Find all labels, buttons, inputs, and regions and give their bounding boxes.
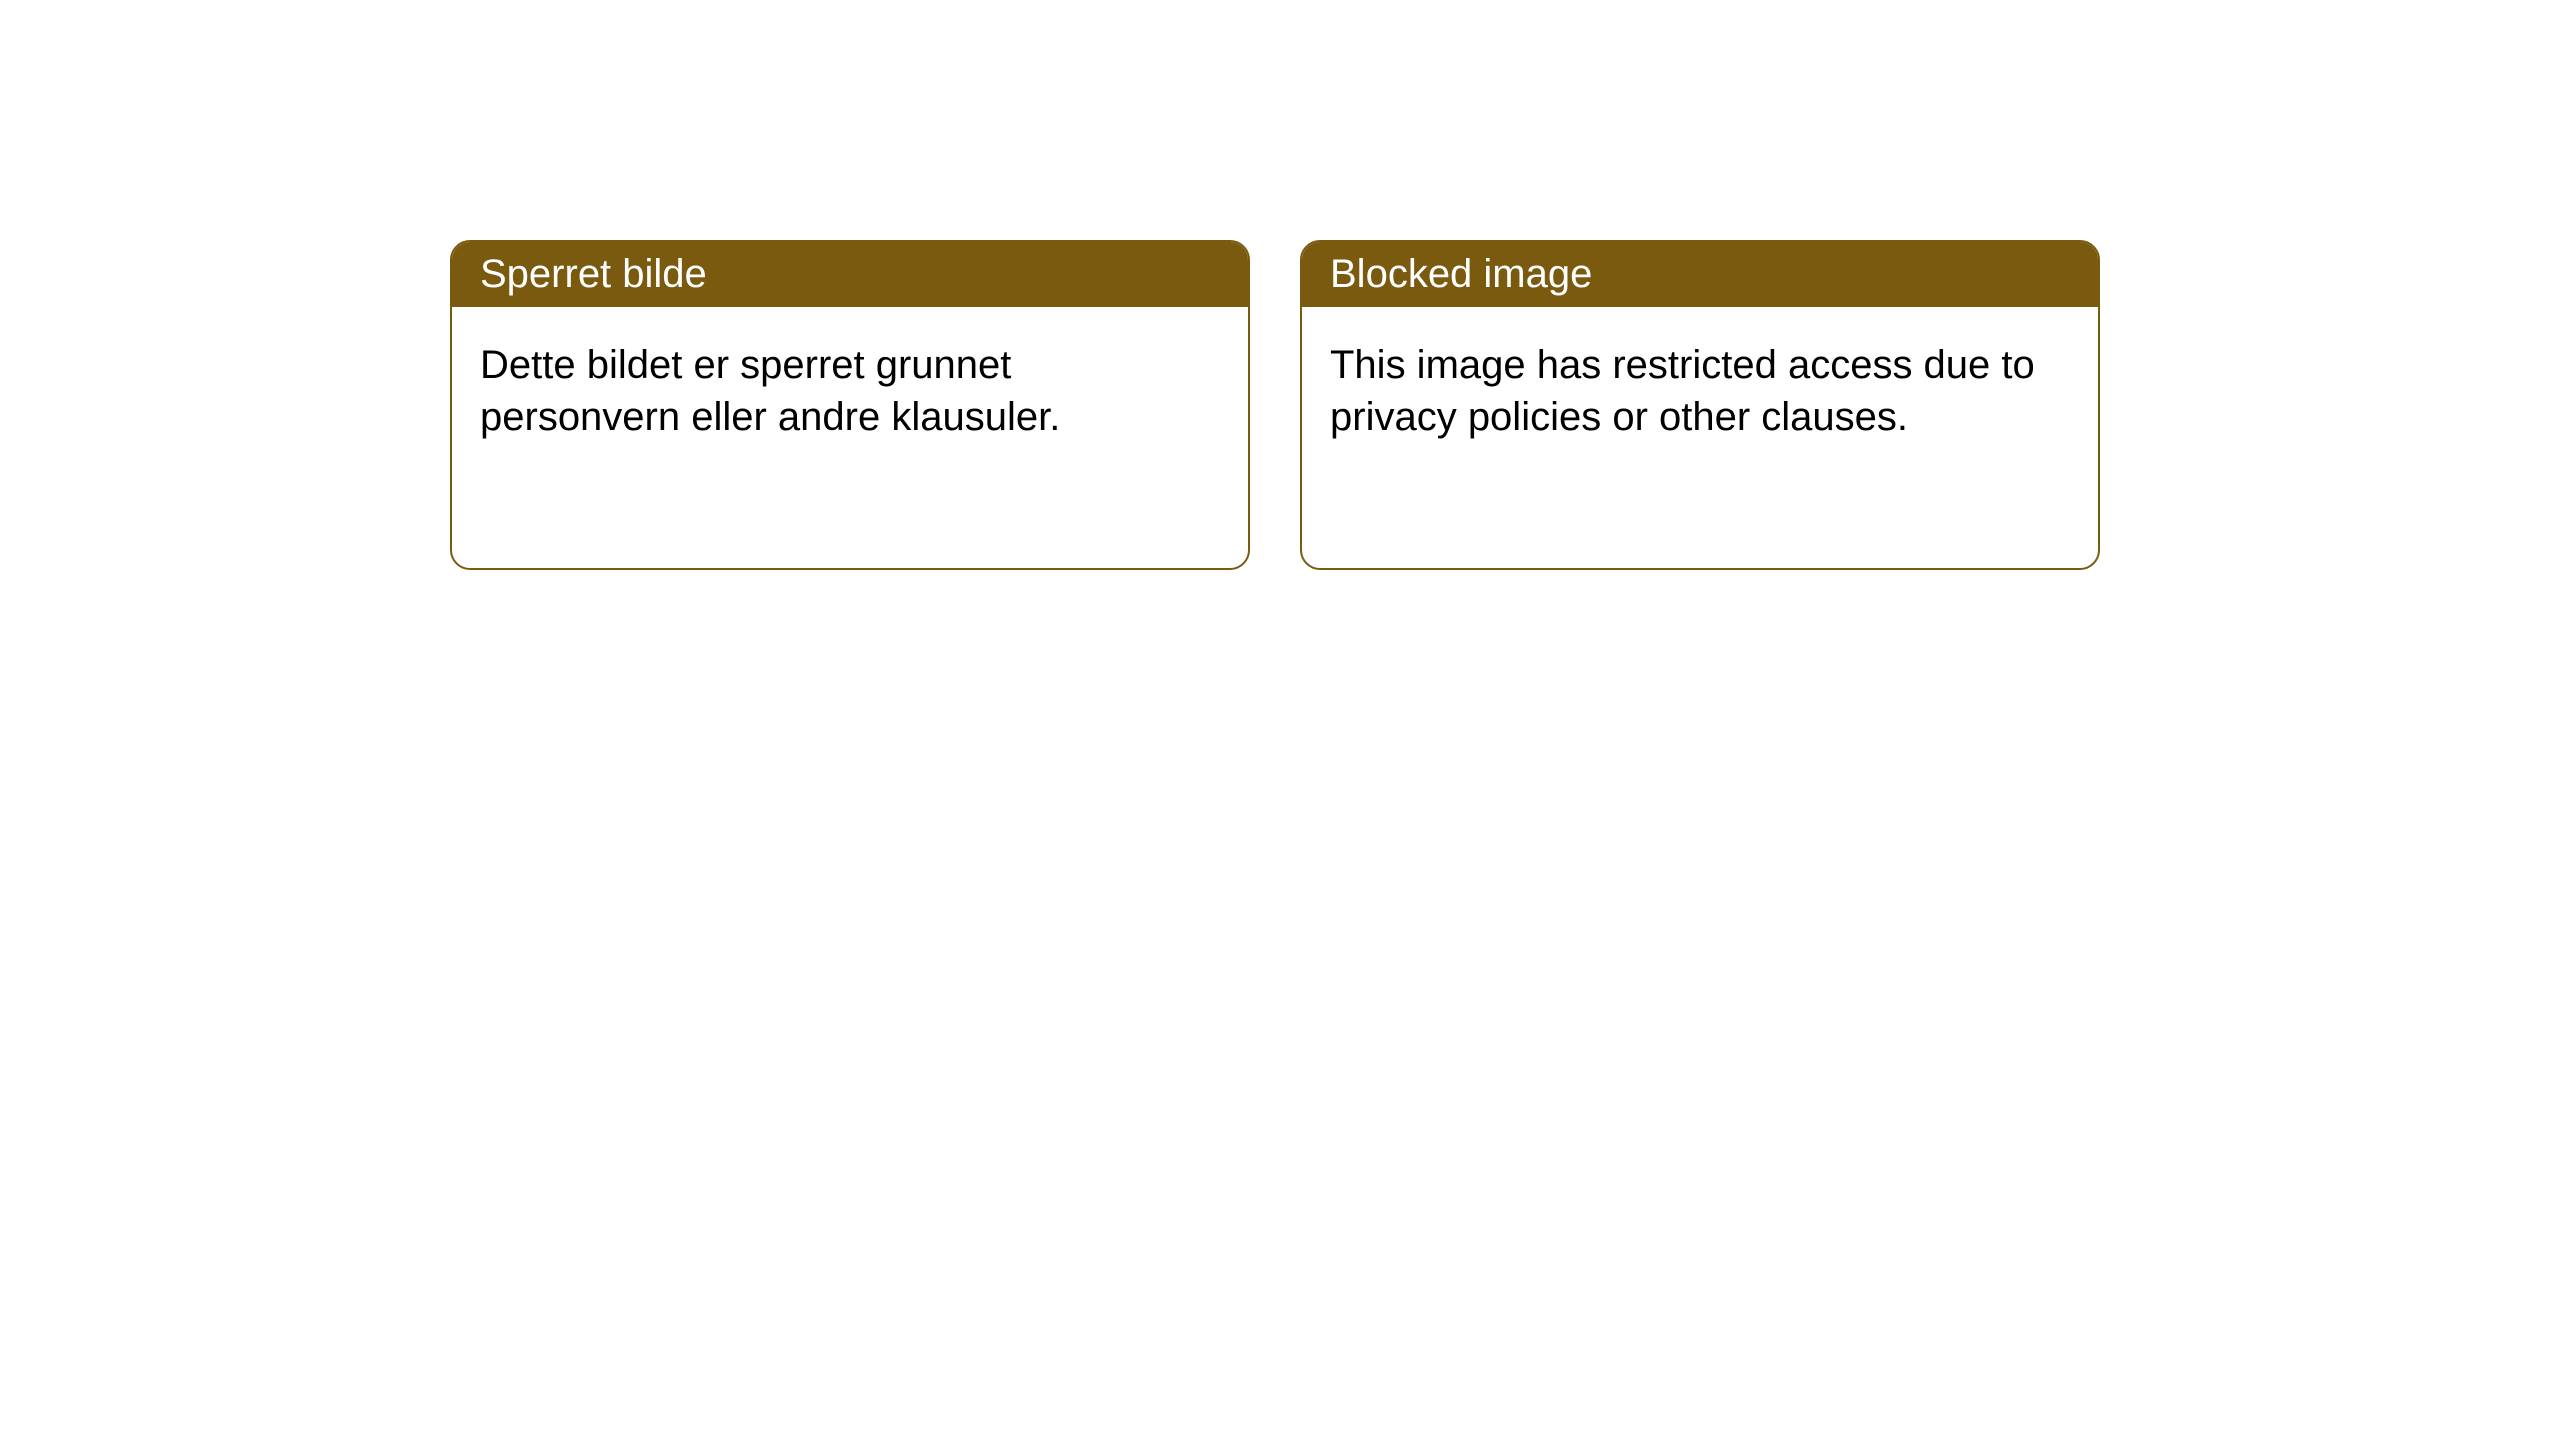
- notice-title: Blocked image: [1330, 252, 1592, 296]
- notice-card-english: Blocked image This image has restricted …: [1300, 240, 2100, 570]
- notice-title: Sperret bilde: [480, 252, 707, 296]
- notice-header: Blocked image: [1302, 242, 2098, 307]
- notice-body: This image has restricted access due to …: [1302, 307, 2098, 475]
- notice-body-text: This image has restricted access due to …: [1330, 343, 2035, 439]
- notice-body: Dette bildet er sperret grunnet personve…: [452, 307, 1248, 475]
- notice-card-norwegian: Sperret bilde Dette bildet er sperret gr…: [450, 240, 1250, 570]
- notices-container: Sperret bilde Dette bildet er sperret gr…: [0, 0, 2560, 570]
- notice-header: Sperret bilde: [452, 242, 1248, 307]
- notice-body-text: Dette bildet er sperret grunnet personve…: [480, 343, 1060, 439]
